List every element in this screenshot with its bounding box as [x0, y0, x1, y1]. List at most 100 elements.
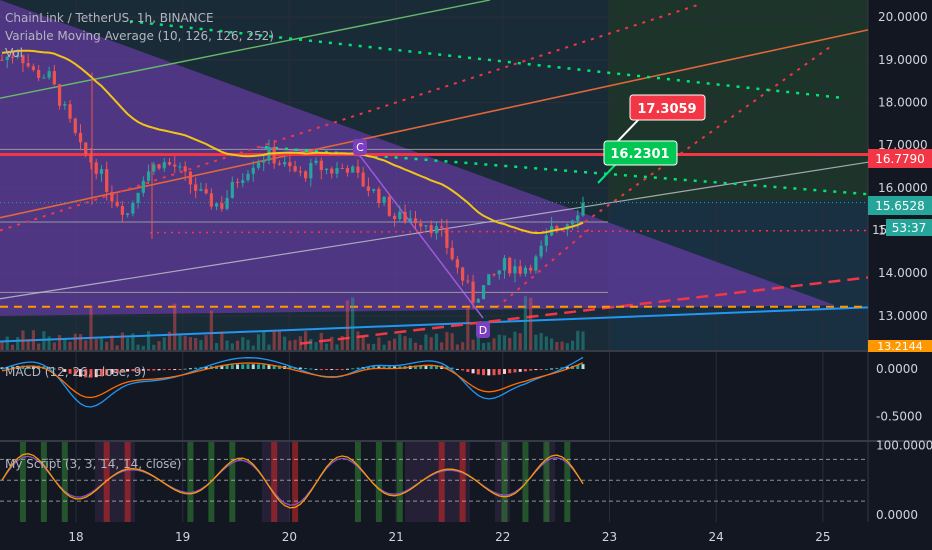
- macd-histogram-bar: [518, 369, 522, 372]
- volume-bar: [115, 345, 119, 350]
- bottom-level-text: 13.2144: [877, 340, 923, 353]
- candle-body: [220, 203, 224, 209]
- volume-bar: [361, 335, 365, 350]
- volume-bar: [110, 335, 114, 350]
- macd-histogram-bar: [335, 369, 339, 371]
- macd-histogram-bar: [356, 367, 360, 370]
- volume-bar: [434, 333, 439, 350]
- candle-body: [162, 162, 166, 169]
- candle-body: [5, 56, 9, 60]
- macd-histogram-bar: [539, 369, 543, 371]
- candle-body: [508, 257, 512, 274]
- macd-histogram-bar: [183, 368, 187, 370]
- point-c-label: C: [356, 141, 364, 154]
- candle-body: [0, 59, 4, 61]
- candle-body: [157, 164, 161, 169]
- script-signal-bar: [124, 442, 131, 522]
- macd-histogram-bar: [105, 369, 109, 376]
- candle-body: [10, 56, 15, 58]
- volume-bar: [37, 343, 41, 350]
- x-tick-label: 23: [602, 530, 617, 544]
- candle-body: [351, 166, 355, 173]
- x-tick-label: 18: [68, 530, 83, 544]
- volume-bar: [256, 334, 261, 350]
- script-signal-bar: [40, 442, 47, 522]
- macd-line: [1, 356, 584, 408]
- volume-bar: [413, 342, 418, 350]
- drawings-layer: [0, 0, 869, 345]
- macd-histogram-bar: [298, 367, 302, 370]
- volume-bar: [251, 345, 255, 350]
- macd-histogram-bar: [419, 365, 423, 370]
- volume-bar: [398, 334, 402, 350]
- candle-body: [492, 274, 496, 276]
- volume-bar: [534, 334, 538, 350]
- volume-bar: [78, 334, 83, 350]
- candle-body: [209, 193, 213, 207]
- volume-bar: [126, 338, 130, 350]
- volume-bar: [99, 336, 104, 350]
- volume-bar: [576, 330, 580, 350]
- volume-bar: [340, 336, 344, 350]
- candle-body: [377, 188, 381, 203]
- volume-bar: [157, 341, 161, 350]
- target-mid-box: [603, 140, 678, 166]
- candle-body: [356, 166, 360, 173]
- candle-body: [272, 146, 276, 164]
- channel-line-green: [0, 0, 491, 99]
- volume-bar: [529, 297, 533, 350]
- macd-histogram-bar: [204, 366, 208, 370]
- volume-bar: [215, 343, 219, 350]
- macd-histogram-bar: [120, 369, 124, 373]
- volume-bar: [382, 344, 386, 350]
- volume-bar: [356, 331, 360, 350]
- candle-body: [26, 63, 30, 67]
- macd-histogram-bar: [372, 366, 376, 370]
- time-axis-bg: [0, 522, 932, 550]
- script-label: My Script (3, 3, 14, 14, close): [5, 457, 181, 471]
- macd-histogram-bar: [576, 365, 580, 370]
- script-signal-bar: [543, 442, 550, 522]
- candles-layer: [0, 48, 585, 350]
- candle-body: [251, 167, 255, 174]
- candle-body: [424, 225, 428, 227]
- script-signal-bar: [187, 442, 194, 522]
- candle-body: [481, 285, 486, 300]
- volume-bar: [277, 331, 282, 350]
- volume-bar: [152, 344, 156, 350]
- candle-body: [466, 280, 470, 282]
- macd-histogram-bar: [340, 369, 344, 371]
- macd-histogram-bar: [544, 369, 548, 371]
- candle-body: [167, 162, 172, 165]
- volume-bar: [162, 337, 166, 350]
- macd-histogram-bar: [513, 369, 517, 373]
- candle-body: [194, 184, 198, 191]
- macd-histogram-bar: [288, 366, 292, 370]
- volume-bar: [230, 343, 234, 350]
- macd-histogram-bar: [79, 369, 83, 377]
- x-tick-label: 19: [175, 530, 190, 544]
- candle-body: [361, 172, 365, 187]
- candle-body: [340, 168, 344, 170]
- volume-bar: [330, 336, 334, 350]
- volume-bar: [492, 338, 496, 350]
- candle-body: [455, 259, 459, 268]
- macd-histogram-bar: [21, 365, 25, 370]
- volume-bar: [387, 340, 391, 350]
- volume-bar: [63, 338, 67, 350]
- macd-histogram-bar: [377, 366, 381, 370]
- candle-body: [497, 270, 501, 275]
- volume-bar: [283, 336, 287, 350]
- candle-body: [115, 201, 119, 207]
- x-tick-label: 21: [388, 530, 403, 544]
- volume-bar: [136, 344, 140, 350]
- volume-bar: [419, 344, 423, 350]
- candle-body: [382, 196, 386, 203]
- candle-body: [141, 180, 145, 193]
- macd-histogram-bar: [314, 368, 318, 370]
- macd-histogram-bar: [471, 369, 475, 374]
- volume-bar: [351, 297, 355, 350]
- macd-histogram-bar: [424, 365, 428, 370]
- candle-body: [581, 202, 585, 216]
